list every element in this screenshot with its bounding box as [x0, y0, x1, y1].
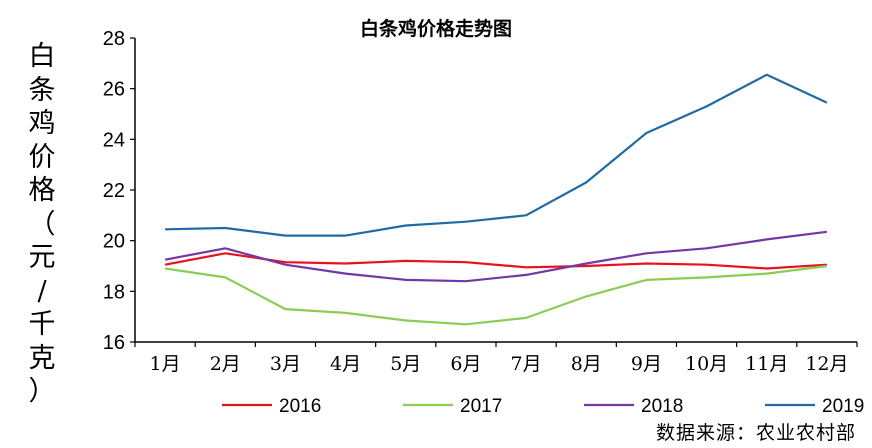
- y-axis-label-char: 克: [28, 342, 56, 374]
- x-tick-label: 6月: [450, 353, 481, 375]
- y-axis-label-char: 千: [28, 309, 56, 340]
- y-axis-label-char: （: [28, 208, 56, 240]
- y-axis-label: 白条鸡价格（元 / 千克）: [22, 40, 62, 409]
- y-tick-label: 28: [103, 28, 125, 50]
- x-tick-label: 10月: [685, 353, 728, 375]
- y-tick-label: 24: [103, 129, 125, 151]
- legend-label: 2017: [460, 396, 502, 417]
- x-tick-label: 7月: [511, 353, 542, 375]
- y-tick-label: 20: [103, 231, 125, 253]
- x-tick-label: 2月: [210, 353, 241, 375]
- legend-label: 2019: [822, 396, 864, 417]
- series-line-2018: [164, 230, 828, 283]
- legend: 2016 2017 2018 2019: [222, 396, 864, 417]
- y-axis-label-char: 价: [28, 141, 56, 173]
- x-tick-label: 8月: [571, 353, 602, 375]
- y-axis-label-char: /: [37, 275, 47, 307]
- x-tick-label: 9月: [631, 353, 662, 375]
- series-line-2016: [164, 252, 827, 270]
- x-tick-label: 5月: [390, 353, 421, 375]
- y-axis-label-char: ）: [28, 376, 56, 407]
- tick-labels: 16 18 20 22 24 26 28 1月 2月 3月 4月 5月 6月 7月 8月 9月 10月 11月 12…: [103, 28, 858, 375]
- y-tick-label: 22: [103, 180, 125, 202]
- y-axis-label-char: 鸡: [28, 108, 56, 139]
- x-tick-label: 4月: [330, 353, 361, 375]
- y-axis-label-char: 条: [28, 74, 56, 106]
- x-tick-label: 3月: [270, 353, 301, 375]
- y-tick-label: 26: [103, 79, 125, 101]
- series-line-2017: [164, 264, 828, 326]
- legend-label: 2018: [641, 396, 683, 417]
- x-tick-label: 12月: [805, 353, 848, 375]
- chart-title: 白条鸡价格走势图: [359, 18, 512, 40]
- legend-label: 2016: [279, 396, 321, 417]
- data-source-note: 数据来源：农业农村部: [655, 422, 856, 444]
- x-tick-label: 1月: [150, 353, 181, 375]
- y-axis-label-char: 元: [28, 242, 56, 273]
- series-lines: [164, 73, 828, 326]
- y-axis-label-char: 白: [28, 41, 56, 72]
- y-axis-label-char: 格: [28, 175, 56, 206]
- y-tick-label: 16: [103, 332, 125, 354]
- x-tick-label: 11月: [745, 353, 788, 375]
- series-line-2019: [165, 73, 828, 237]
- y-tick-label: 18: [103, 281, 125, 303]
